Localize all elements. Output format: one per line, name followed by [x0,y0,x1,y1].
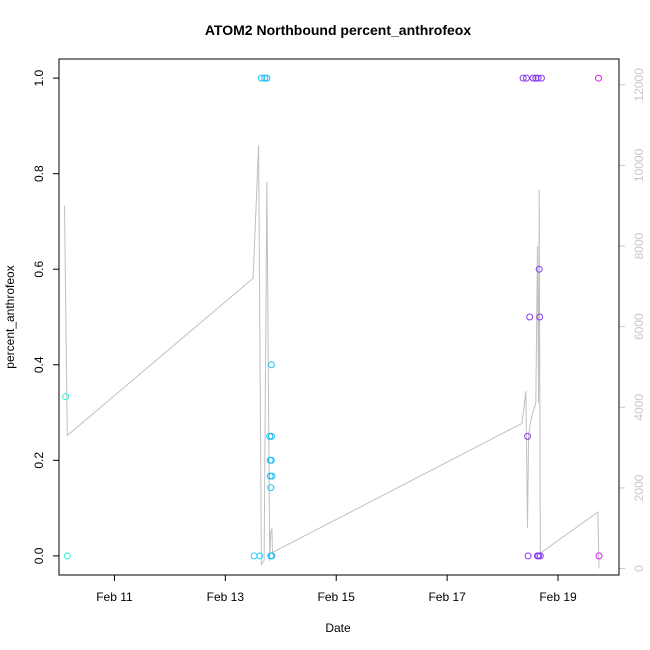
secondary-tick-label: 8000 [632,232,646,259]
data-point [534,74,542,82]
data-point [268,552,276,560]
data-point [268,472,276,480]
data-point [536,552,544,560]
x-tick-label: Feb 15 [318,590,356,604]
x-tick-label: Feb 13 [207,590,245,604]
points-layer [62,74,603,560]
data-point [62,393,70,401]
data-point [536,313,544,321]
data-point [267,432,275,440]
x-tick-label: Feb 11 [96,590,133,604]
data-point [595,552,603,560]
y-tick-label: 0.2 [32,452,46,469]
y-tick-label: 0.8 [32,165,46,182]
y-tick-label: 1.0 [32,69,46,86]
secondary-tick-label: 4000 [632,394,646,421]
y-tick-label: 0.6 [32,261,46,278]
data-point [524,432,531,440]
data-point [267,361,275,369]
data-point [63,552,71,560]
x-tick-label: Feb 17 [428,590,466,604]
secondary-tick-label: 0 [632,565,646,572]
data-point [529,74,537,82]
secondary-tick-label: 2000 [632,474,646,501]
data-point [535,265,543,273]
y-tick-label: 0.0 [32,547,46,564]
secondary-tick-label: 10000 [632,148,646,182]
data-point [256,552,264,560]
secondary-tick-label: 12000 [632,68,646,102]
data-point [263,74,271,82]
chart-title: ATOM2 Northbound percent_anthrofeox [205,22,471,38]
y-tick-label: 0.4 [32,356,46,373]
data-point [519,74,527,82]
y-axis-label: percent_anthrofeox [3,265,17,368]
secondary-series-line [64,145,600,569]
x-axis-label: Date [325,621,351,635]
data-point [261,74,269,82]
data-point [522,74,530,82]
data-point [267,484,275,492]
data-point [526,313,534,321]
data-point [595,74,602,82]
x-tick-label: Feb 19 [539,590,577,604]
plot-frame [58,58,620,576]
data-point [524,552,532,560]
secondary-tick-label: 6000 [632,313,646,340]
data-point [267,456,275,464]
data-point [537,74,545,82]
secondary-series-layer [64,145,600,569]
